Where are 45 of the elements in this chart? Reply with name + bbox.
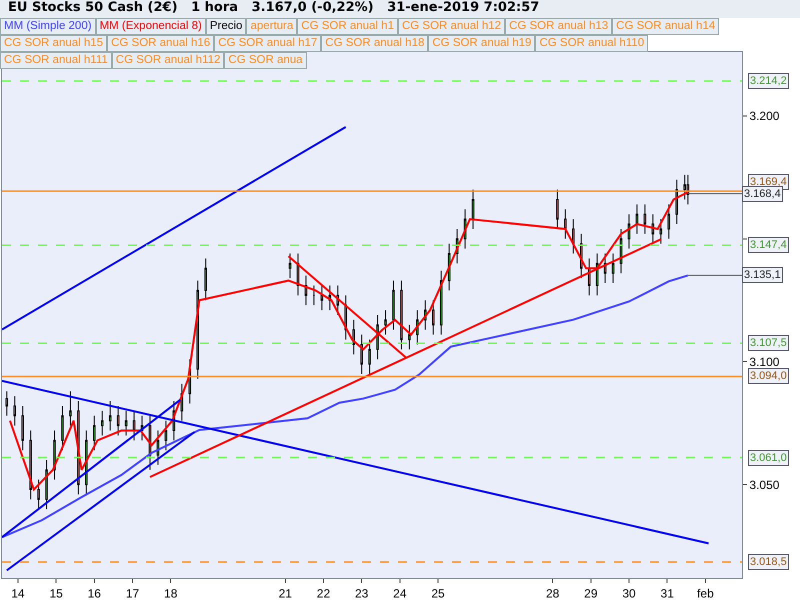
chart-title: EU Stocks 50 Cash (2€) 1 hora 3.167,0 (-0,22%) 31-ene-2019 7:02:57 [0,0,800,18]
x-tick-label: 16 [88,586,102,600]
x-tick-label: 23 [354,586,369,600]
text: CG SOR anual h18 [321,35,428,52]
text: CG SOR anual h1 [297,18,398,35]
annotation: CG SOR anual h112 [112,52,224,69]
ref-line-label: 3.169,4 [750,176,787,188]
y-tick-label: 3.050 [749,478,780,492]
text: apertura [246,18,298,35]
text: MM (Simple 200) [0,18,96,35]
y-tick-label: 3.100 [749,354,780,369]
x-tick-label: 25 [431,586,446,600]
ref-line-label: 3.107,5 [750,337,787,349]
annotation: CG SOR anua [224,52,307,69]
text: MM (Exponencial 8) [96,18,206,35]
y-tick-label: 3.200 [749,109,780,124]
ref-line-label: 3.094,0 [750,370,787,382]
text: CG SOR anual h17 [214,35,322,52]
ref-line-label: 3.061,0 [750,452,787,464]
text: CG SOR anual h16 [107,35,214,52]
ref-line-label: 3.018,5 [750,556,787,568]
text: CG SOR anual h110 [535,35,648,52]
annotation: 3.168,4 [744,188,781,200]
text: CG SOR anual h13 [505,18,612,35]
x-tick-label: 14 [11,586,25,600]
x-tick-label: 17 [126,586,140,600]
x-tick-label: 30 [622,586,636,600]
x-tick-label: 29 [584,586,598,600]
x-tick-label: 28 [546,586,560,600]
text: CG SOR anual h14 [612,18,720,35]
annotation: CG SOR anual h111 [0,52,112,69]
x-tick-label: 31 [660,586,674,600]
annotation: 3.135,1 [744,269,781,281]
x-tick-label: 24 [393,586,407,600]
text: CG SOR anual h19 [428,35,536,52]
text: CG SOR anual h15 [0,35,108,52]
x-tick-label: feb [697,586,714,600]
x-tick-label: 22 [316,586,330,600]
text: Precio [206,18,246,35]
ref-line-label: 3.214,2 [750,75,787,87]
ref-line-label: 3.147,4 [750,239,787,251]
x-tick-label: 18 [164,586,178,600]
text: CG SOR anual h12 [398,18,506,35]
x-tick-label: 21 [278,586,292,600]
x-tick-label: 15 [49,586,64,600]
